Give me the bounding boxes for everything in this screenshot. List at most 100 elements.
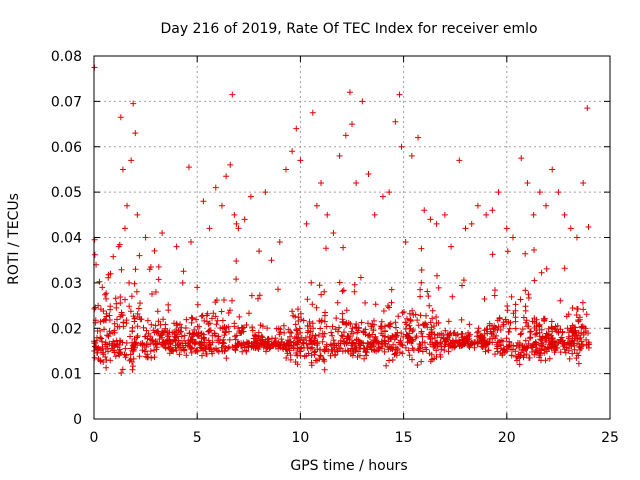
x-tick-label: 25 xyxy=(601,430,619,446)
data-point xyxy=(128,157,135,164)
data-point xyxy=(503,225,510,232)
data-point xyxy=(256,248,263,255)
data-point xyxy=(130,100,137,107)
data-point xyxy=(353,180,360,187)
data-point xyxy=(241,216,248,223)
data-point xyxy=(115,243,122,250)
data-point xyxy=(95,302,102,309)
dense-point-cloud xyxy=(91,224,593,376)
data-point xyxy=(402,239,409,246)
y-tick-label: 0.07 xyxy=(51,94,82,110)
y-axis-label: ROTI / TECUs xyxy=(6,193,22,285)
roti-point-cloud xyxy=(91,224,593,376)
data-point xyxy=(303,220,310,227)
data-point xyxy=(231,211,238,218)
data-point xyxy=(584,105,591,112)
data-point xyxy=(549,166,556,173)
data-point xyxy=(386,189,393,196)
data-point xyxy=(152,288,159,295)
x-axis-label: GPS time / hours xyxy=(290,458,407,474)
data-point xyxy=(536,189,543,196)
data-point xyxy=(138,316,145,323)
data-point xyxy=(530,211,537,218)
data-point xyxy=(235,225,242,232)
x-tick-label: 20 xyxy=(498,430,516,446)
data-point xyxy=(518,155,525,162)
data-point xyxy=(134,211,141,218)
data-point xyxy=(218,202,225,209)
data-point xyxy=(573,234,580,241)
x-tick-label: 10 xyxy=(291,430,309,446)
data-point xyxy=(99,284,106,291)
data-point xyxy=(293,125,300,132)
data-point xyxy=(336,152,343,159)
data-point xyxy=(456,157,463,164)
data-point xyxy=(297,157,304,164)
data-point xyxy=(489,207,496,214)
x-tick-label: 0 xyxy=(90,430,99,446)
data-point xyxy=(179,279,186,286)
data-point xyxy=(561,211,568,218)
y-tick-label: 0.01 xyxy=(51,367,82,383)
y-tick-label: 0.03 xyxy=(51,276,82,292)
grid-lines xyxy=(94,56,610,419)
data-point xyxy=(165,307,172,314)
data-point xyxy=(223,173,230,180)
data-point xyxy=(111,320,118,327)
data-point xyxy=(262,189,269,196)
data-point xyxy=(289,148,296,155)
data-point xyxy=(146,266,153,273)
data-point xyxy=(509,234,516,241)
data-point xyxy=(124,202,131,209)
plot-frame xyxy=(93,55,611,420)
data-point xyxy=(309,109,316,116)
data-point xyxy=(136,252,143,259)
data-point xyxy=(371,211,378,218)
data-point xyxy=(398,143,405,150)
data-point xyxy=(142,234,149,241)
data-point xyxy=(580,180,587,187)
data-point xyxy=(282,166,289,173)
data-point xyxy=(107,270,114,277)
data-point xyxy=(346,89,353,96)
data-point xyxy=(194,284,201,291)
x-tick-label: 5 xyxy=(193,430,202,446)
data-point xyxy=(206,225,213,232)
data-point xyxy=(188,239,195,246)
data-point xyxy=(103,357,110,364)
data-point xyxy=(276,239,283,246)
data-point xyxy=(474,202,481,209)
data-point xyxy=(555,189,562,196)
data-point xyxy=(396,91,403,98)
data-point xyxy=(119,166,126,173)
data-point xyxy=(97,334,104,341)
data-point xyxy=(233,220,240,227)
x-tick-label: 15 xyxy=(395,430,413,446)
data-point xyxy=(200,198,207,205)
data-point xyxy=(524,180,531,187)
data-point xyxy=(349,121,355,128)
data-point xyxy=(121,225,128,232)
y-tick-label: 0.05 xyxy=(51,185,82,201)
data-point xyxy=(185,164,192,171)
data-point xyxy=(567,225,574,232)
data-point xyxy=(126,279,133,286)
data-point xyxy=(229,91,236,98)
chart-title: Day 216 of 2019, Rate Of TEC Index for r… xyxy=(160,21,537,37)
data-point xyxy=(324,211,331,218)
data-point xyxy=(462,225,469,232)
y-tick-label: 0.02 xyxy=(51,321,82,337)
data-point xyxy=(212,184,219,191)
data-point xyxy=(421,207,428,214)
data-point xyxy=(132,130,139,137)
y-tick-label: 0.06 xyxy=(51,140,82,156)
y-tick-label: 0.08 xyxy=(51,49,82,65)
data-point xyxy=(359,98,366,105)
data-point xyxy=(227,161,234,168)
data-points xyxy=(91,64,591,364)
data-point xyxy=(483,211,490,218)
y-tick-label: 0 xyxy=(73,412,82,428)
data-point xyxy=(427,216,434,223)
data-point xyxy=(365,170,372,177)
